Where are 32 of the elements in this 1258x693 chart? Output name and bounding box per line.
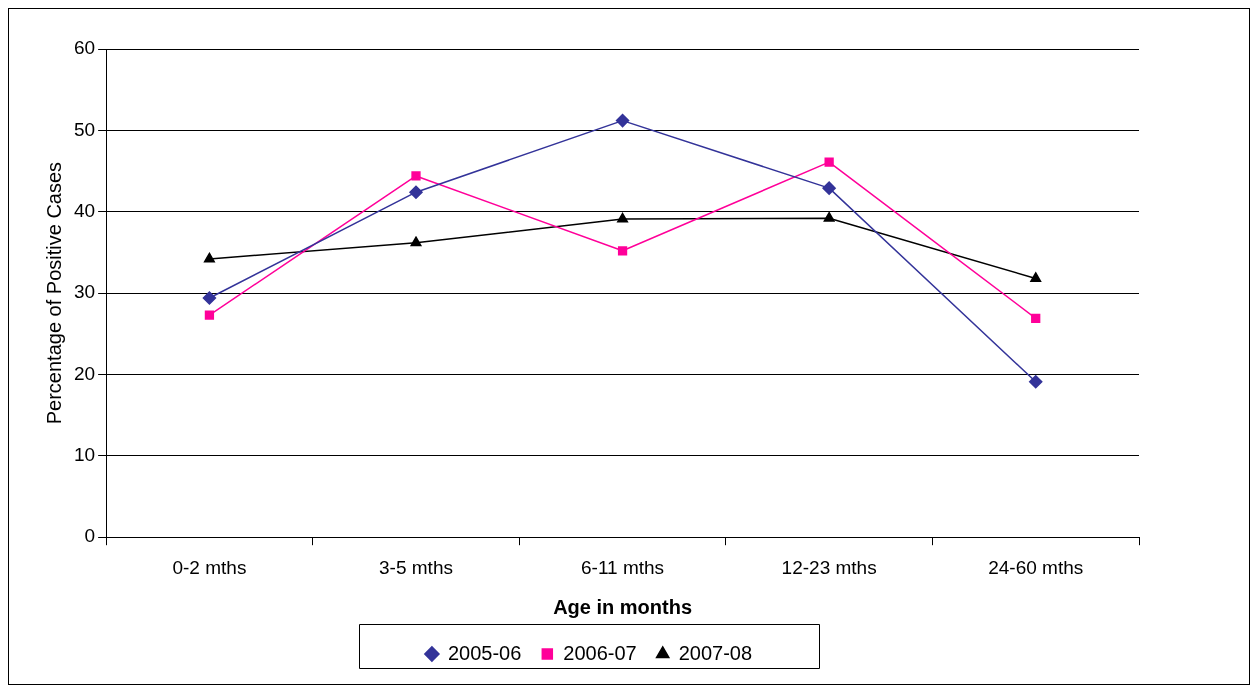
point [822,181,836,195]
y-tick-label: 0 [84,525,96,547]
point [823,211,835,222]
y-axis-title: Percentage of Positive Cases [42,161,65,425]
point [1031,313,1041,323]
y-tick-label: 10 [73,444,96,466]
legend-label: 2005-06 [447,641,522,664]
point [824,157,834,167]
legend-label: 2006-07 [563,641,637,664]
x-tick-label: 0-2 mths [172,556,247,578]
point [203,252,215,263]
x-tick-label: 6-11 mths [581,556,665,578]
point [202,291,217,305]
point [617,246,628,256]
point [617,212,629,223]
point [204,310,215,320]
point [1030,272,1042,282]
point [411,171,421,181]
point [409,185,423,199]
legend-label: 2007-08 [678,641,753,664]
x-tick-label: 24-60 mths [988,556,1084,578]
y-tick-label: 20 [73,362,96,384]
y-tick-label: 40 [73,199,96,221]
x-tick-label: 3-5 mths [379,556,453,578]
y-tick-label: 50 [73,118,96,140]
x-tick-label: 12-23 mths [781,556,877,578]
point [410,236,422,247]
point [1028,375,1043,389]
point [615,113,630,128]
y-tick-label: 60 [73,37,96,59]
y-tick-label: 30 [73,281,96,303]
x-axis-title: Age in months [553,595,693,618]
